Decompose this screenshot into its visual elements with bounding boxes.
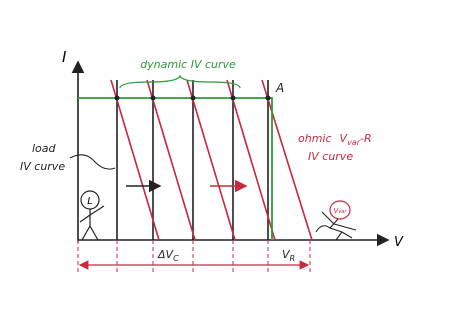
- dynamic-label: dynamic IV curve: [140, 58, 236, 71]
- ohmic-lines: [110, 79, 313, 241]
- dimensions: ΔVC VR: [77, 240, 311, 272]
- ohmic-label: ohmic Vvar-R IV curve: [298, 132, 372, 163]
- ohmic-text: ohmic: [298, 132, 332, 145]
- delta-sub: C: [173, 254, 179, 263]
- load-text: load: [32, 142, 57, 155]
- source-figure: Vvar: [315, 200, 357, 241]
- source-sub: var: [338, 209, 347, 215]
- source-label: V: [334, 207, 340, 215]
- load-label: load IV curve: [20, 142, 116, 173]
- y-axis-label: I: [62, 48, 67, 66]
- load-lines: [116, 80, 269, 240]
- svg-text:VR: VR: [282, 248, 295, 263]
- vr-label: V: [282, 248, 291, 261]
- ohmic-var: V: [340, 132, 349, 145]
- ohmic-iv: IV curve: [308, 150, 353, 163]
- ohmic-r: -R: [360, 132, 372, 145]
- svg-text:Vvar: Vvar: [334, 207, 348, 215]
- vr-sub: R: [290, 254, 296, 263]
- delta-label: ΔV: [157, 248, 175, 261]
- load-iv: IV curve: [20, 160, 65, 173]
- load-figure-label: L: [87, 196, 93, 207]
- dynamic-curve: dynamic IV curve A: [78, 58, 284, 240]
- svg-text:ΔVC: ΔVC: [157, 248, 179, 263]
- ohmic-var-sub: var: [347, 138, 361, 147]
- point-a-label: A: [275, 81, 284, 95]
- x-axis-label: V: [394, 235, 404, 250]
- load-figure: L: [79, 190, 105, 241]
